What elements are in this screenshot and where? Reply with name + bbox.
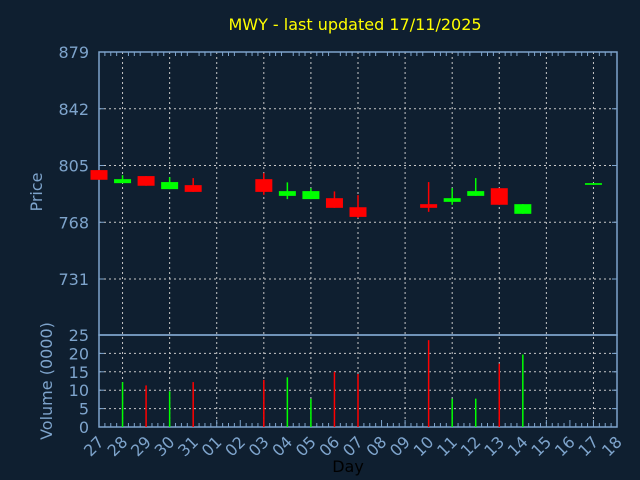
x-axis-label: Day xyxy=(332,457,364,476)
candle-body xyxy=(514,204,532,214)
candle-body xyxy=(349,207,367,217)
price-tick-label: 879 xyxy=(58,43,89,62)
candle-body xyxy=(114,179,132,184)
candle-body xyxy=(420,204,438,208)
candle-body xyxy=(90,170,108,180)
candle-body xyxy=(467,191,485,196)
candle-body xyxy=(184,185,202,192)
candle-body xyxy=(137,176,155,186)
candle-body xyxy=(490,188,508,205)
candle-body xyxy=(584,183,602,185)
volume-tick-label: 0 xyxy=(79,418,89,437)
candle-body xyxy=(161,182,179,190)
volume-tick-label: 5 xyxy=(79,400,89,419)
price-axis-label: Price xyxy=(27,172,46,211)
candle-body xyxy=(255,179,273,192)
candle-body xyxy=(325,198,343,208)
candle-body xyxy=(278,191,296,196)
volume-tick-label: 20 xyxy=(69,344,89,363)
candle-body xyxy=(302,191,320,200)
volume-tick-label: 10 xyxy=(69,381,89,400)
price-tick-label: 731 xyxy=(58,270,89,289)
price-tick-label: 805 xyxy=(58,157,89,176)
volume-tick-label: 25 xyxy=(69,326,89,345)
price-tick-label: 842 xyxy=(58,100,89,119)
volume-tick-label: 15 xyxy=(69,363,89,382)
volume-axis-label: Volume (0000) xyxy=(37,322,56,440)
chart-title: MWY - last updated 17/11/2025 xyxy=(228,15,481,34)
candle-body xyxy=(443,198,461,202)
price-tick-label: 768 xyxy=(58,213,89,232)
day-tick-label: 18 xyxy=(598,432,626,460)
